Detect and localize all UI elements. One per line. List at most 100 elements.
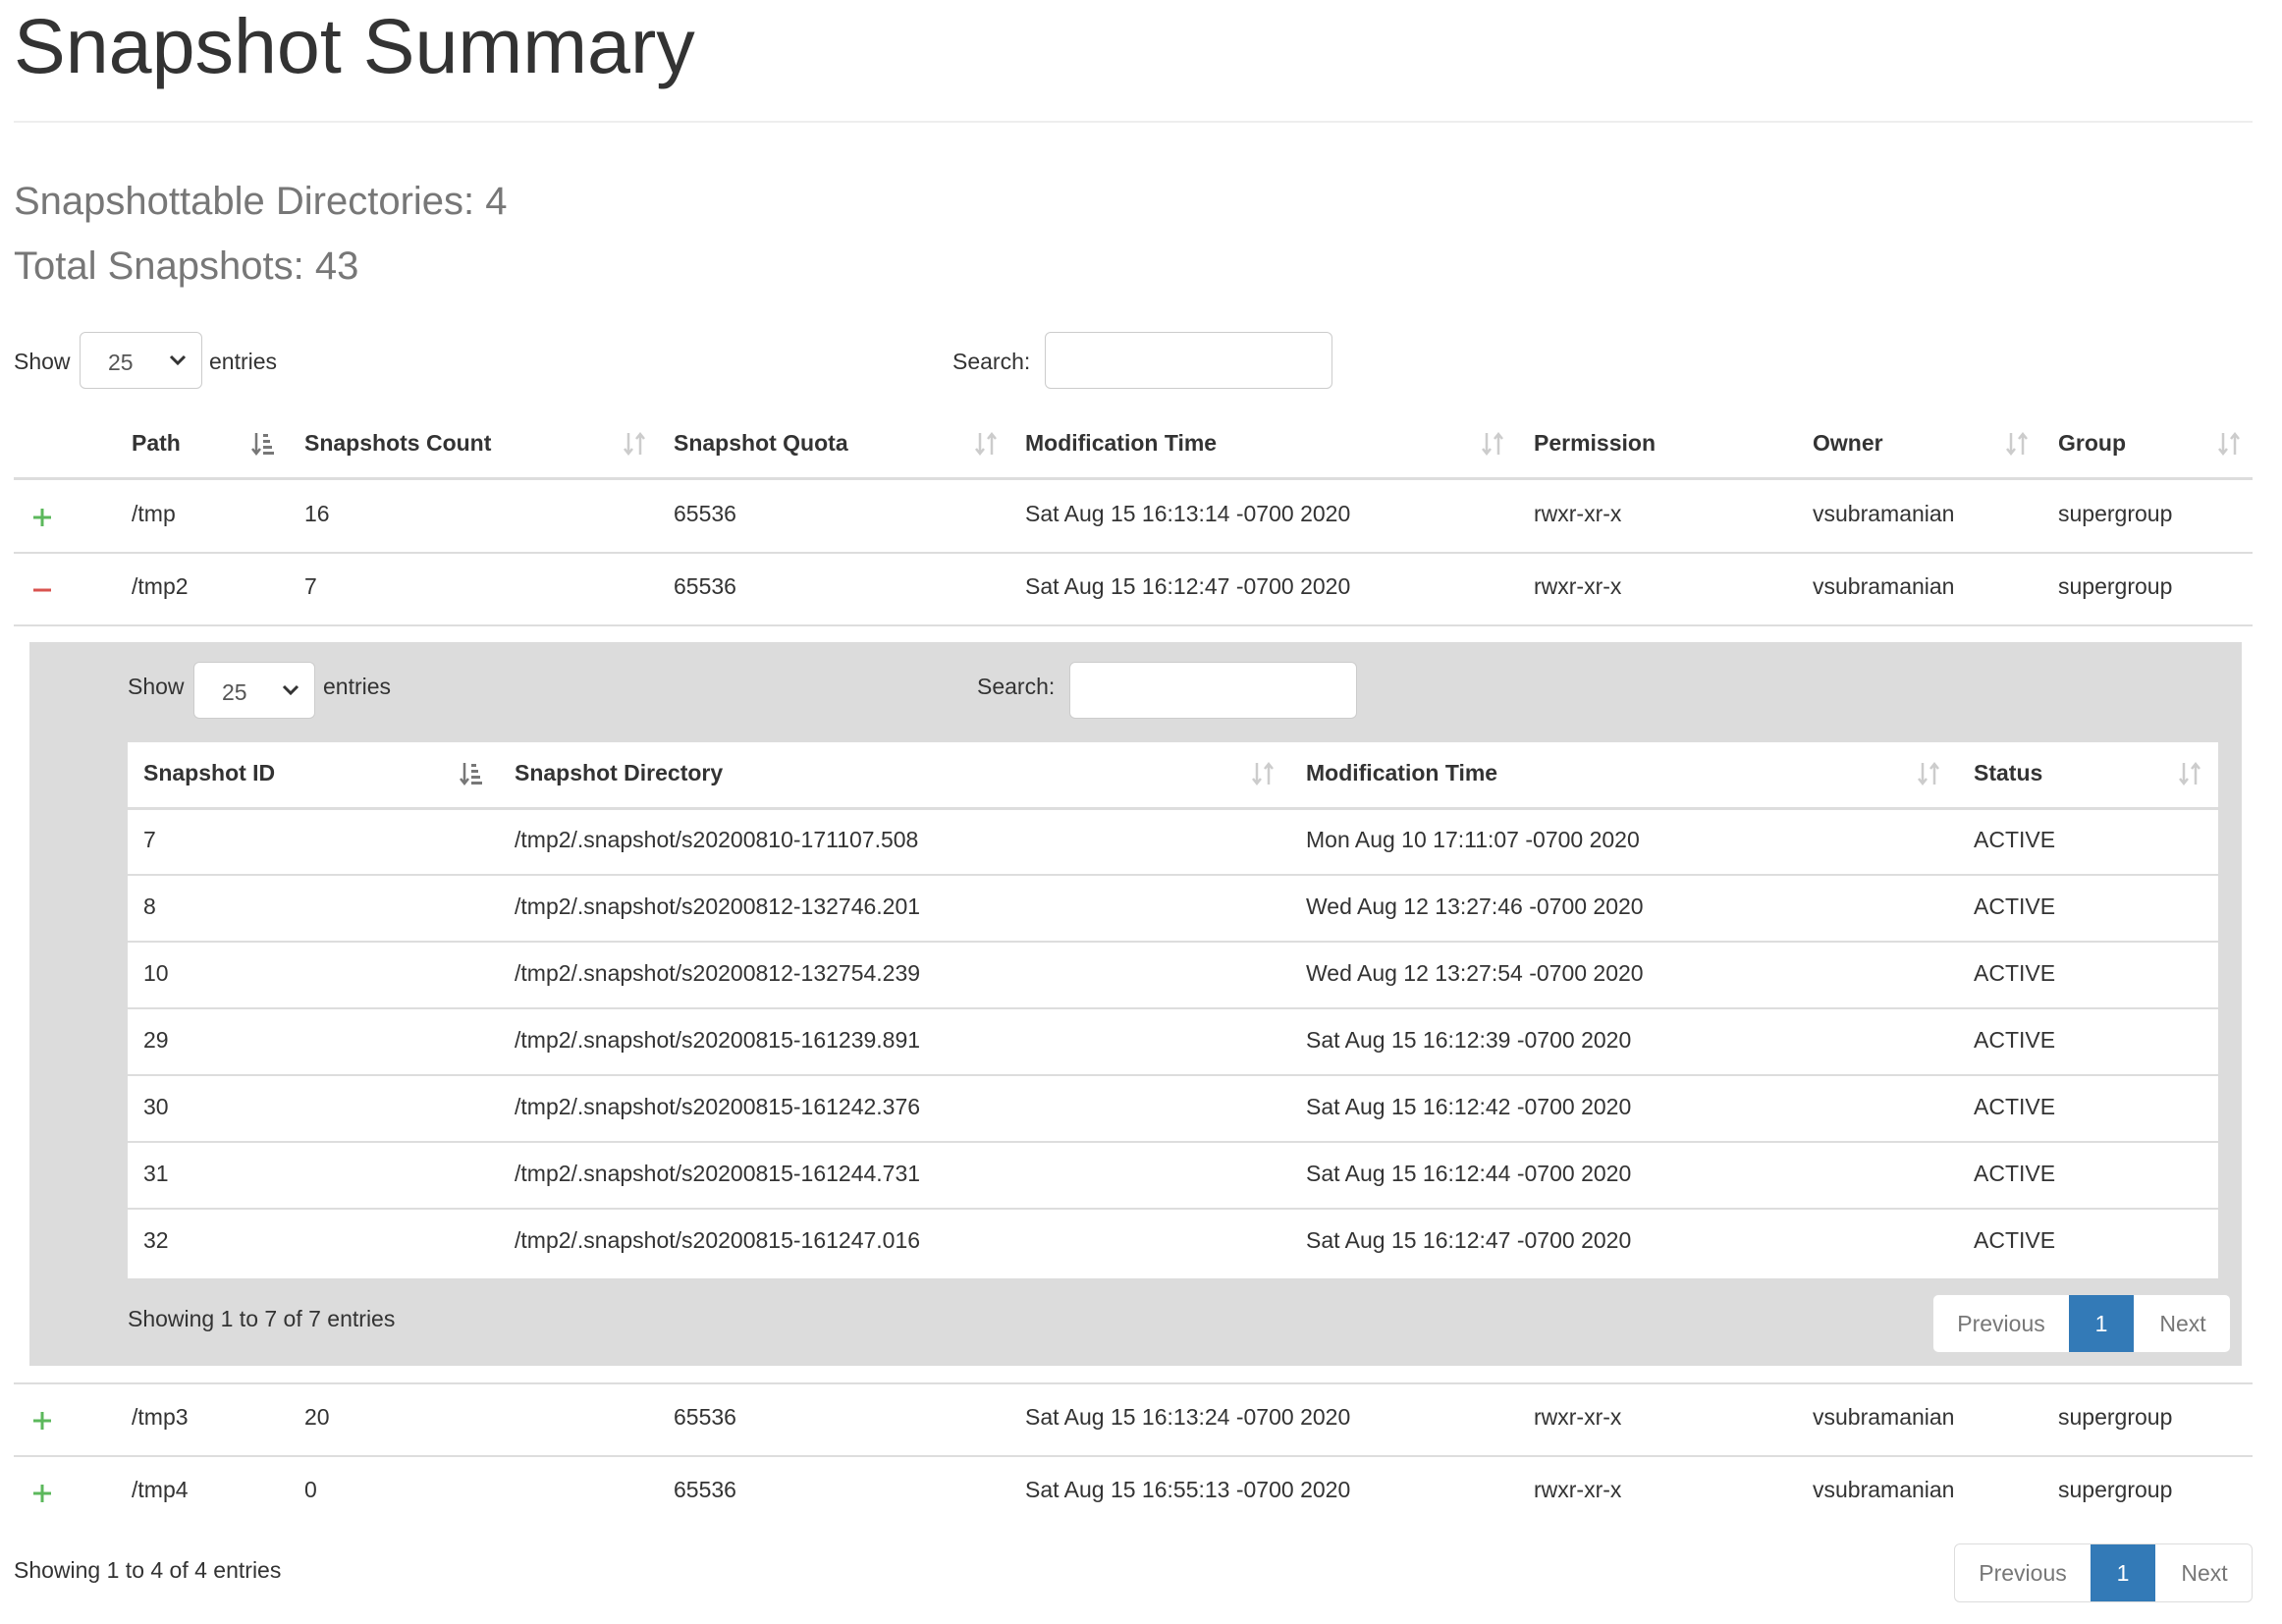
plus-icon[interactable]	[31, 1410, 53, 1432]
cell-modification-time: Sat Aug 15 16:12:47 -0700 2020	[1025, 573, 1351, 599]
page-title: Snapshot Summary	[14, 2, 695, 89]
cell-owner: vsubramanian	[1813, 573, 1955, 599]
cell-group: supergroup	[2058, 501, 2173, 526]
title-divider	[14, 121, 2253, 123]
search-input[interactable]	[1045, 332, 1332, 389]
cell-status: ACTIVE	[1974, 827, 2056, 852]
page-1-button[interactable]: 1	[2069, 1295, 2134, 1352]
row-divider	[128, 1074, 2218, 1076]
row-divider	[128, 1141, 2218, 1143]
previous-page-button[interactable]: Previous	[1979, 1560, 2067, 1586]
entries-select-value: 25	[222, 679, 247, 705]
column-header-status[interactable]: Status	[1974, 760, 2043, 785]
cell-modification-time: Sat Aug 15 16:12:39 -0700 2020	[1306, 1027, 1632, 1053]
cell-snapshot-directory: /tmp2/.snapshot/s20200810-171107.508	[515, 827, 919, 852]
column-header-snapshot-directory[interactable]: Snapshot Directory	[515, 760, 724, 785]
cell-snapshot-directory: /tmp2/.snapshot/s20200815-161242.376	[515, 1094, 921, 1119]
column-header-path[interactable]: Path	[132, 430, 181, 456]
cell-owner: vsubramanian	[1813, 501, 1955, 526]
cell-permission: rwxr-xr-x	[1534, 573, 1622, 599]
cell-snapshot-directory: /tmp2/.snapshot/s20200815-161244.731	[515, 1161, 921, 1186]
next-page-button[interactable]: Next	[2181, 1560, 2228, 1586]
entries-per-page-select[interactable]: 25	[193, 662, 315, 719]
cell-snapshots-count: 0	[304, 1477, 317, 1502]
column-header-group[interactable]: Group	[2058, 430, 2126, 456]
cell-path: /tmp3	[132, 1404, 189, 1430]
sort-arrows-icon[interactable]	[1249, 760, 1277, 787]
row-divider	[128, 1007, 2218, 1009]
cell-snapshot-quota: 65536	[674, 501, 736, 526]
sort-arrows-icon[interactable]	[972, 430, 1000, 458]
sort-arrows-icon[interactable]	[2003, 430, 2031, 458]
sort-asc-icon[interactable]	[458, 760, 485, 787]
outer-table-controls: Show 25 entries Search:	[14, 332, 1388, 391]
child-snapshot-table: Snapshot ID Snapshot Directory Modificat…	[128, 742, 2218, 1278]
cell-snapshot-id: 8	[143, 893, 156, 919]
plus-icon[interactable]	[31, 507, 53, 528]
cell-permission: rwxr-xr-x	[1534, 1404, 1622, 1430]
search-input[interactable]	[1069, 662, 1357, 719]
cell-group: supergroup	[2058, 1477, 2173, 1502]
cell-owner: vsubramanian	[1813, 1477, 1955, 1502]
show-label: Show	[14, 349, 71, 374]
cell-snapshot-directory: /tmp2/.snapshot/s20200812-132746.201	[515, 893, 921, 919]
child-snapshot-panel: Show 25 entries Search: Snapshot ID Snap…	[29, 642, 2242, 1366]
cell-path: /tmp	[132, 501, 176, 526]
row-divider	[14, 1382, 2253, 1384]
cell-snapshot-directory: /tmp2/.snapshot/s20200815-161239.891	[515, 1027, 921, 1053]
cell-modification-time: Sat Aug 15 16:12:42 -0700 2020	[1306, 1094, 1632, 1119]
column-header-snapshots-count[interactable]: Snapshots Count	[304, 430, 492, 456]
cell-snapshot-id: 7	[143, 827, 156, 852]
cell-status: ACTIVE	[1974, 893, 2056, 919]
cell-modification-time: Mon Aug 10 17:11:07 -0700 2020	[1306, 827, 1640, 852]
cell-snapshots-count: 7	[304, 573, 317, 599]
outer-pagination: Previous 1 Next	[1954, 1543, 2253, 1602]
next-page-button[interactable]: Next	[2159, 1311, 2206, 1336]
sort-arrows-icon[interactable]	[621, 430, 648, 458]
cell-snapshot-directory: /tmp2/.snapshot/s20200815-161247.016	[515, 1227, 921, 1253]
entries-label: entries	[323, 674, 392, 699]
cell-owner: vsubramanian	[1813, 1404, 1955, 1430]
column-header-snapshot-id[interactable]: Snapshot ID	[143, 760, 276, 785]
column-header-modification-time[interactable]: Modification Time	[1025, 430, 1218, 456]
total-snapshots-count: Total Snapshots: 43	[14, 244, 359, 288]
sort-arrows-icon[interactable]	[2176, 760, 2203, 787]
cell-snapshot-id: 10	[143, 960, 169, 986]
cell-status: ACTIVE	[1974, 960, 2056, 986]
cell-permission: rwxr-xr-x	[1534, 501, 1622, 526]
cell-status: ACTIVE	[1974, 1161, 2056, 1186]
sort-arrows-icon[interactable]	[2215, 430, 2243, 458]
cell-modification-time: Sat Aug 15 16:12:47 -0700 2020	[1306, 1227, 1632, 1253]
entries-select-value: 25	[108, 350, 134, 375]
header-divider	[14, 477, 2253, 480]
cell-status: ACTIVE	[1974, 1227, 2056, 1253]
column-header-permission[interactable]: Permission	[1534, 430, 1656, 456]
cell-path: /tmp2	[132, 573, 189, 599]
column-header-snapshot-quota[interactable]: Snapshot Quota	[674, 430, 848, 456]
sort-asc-icon[interactable]	[249, 430, 277, 458]
cell-modification-time: Sat Aug 15 16:12:44 -0700 2020	[1306, 1161, 1632, 1186]
search-label: Search:	[952, 349, 1031, 374]
cell-snapshots-count: 20	[304, 1404, 330, 1430]
row-divider	[14, 552, 2253, 554]
entries-per-page-select[interactable]: 25	[80, 332, 202, 389]
cell-modification-time: Sat Aug 15 16:13:14 -0700 2020	[1025, 501, 1351, 526]
sort-arrows-icon[interactable]	[1479, 430, 1506, 458]
minus-icon[interactable]	[31, 579, 53, 601]
cell-status: ACTIVE	[1974, 1094, 2056, 1119]
sort-arrows-icon[interactable]	[1915, 760, 1942, 787]
cell-snapshot-quota: 65536	[674, 1404, 736, 1430]
cell-group: supergroup	[2058, 573, 2173, 599]
column-header-modification-time[interactable]: Modification Time	[1306, 760, 1498, 785]
show-label: Show	[128, 674, 185, 699]
header-divider	[128, 807, 2218, 810]
previous-page-button[interactable]: Previous	[1957, 1311, 2045, 1336]
cell-status: ACTIVE	[1974, 1027, 2056, 1053]
page-1-button[interactable]: 1	[2091, 1544, 2155, 1601]
cell-group: supergroup	[2058, 1404, 2173, 1430]
column-header-owner[interactable]: Owner	[1813, 430, 1883, 456]
cell-snapshot-directory: /tmp2/.snapshot/s20200812-132754.239	[515, 960, 921, 986]
plus-icon[interactable]	[31, 1483, 53, 1504]
snapshottable-directories-count: Snapshottable Directories: 4	[14, 180, 508, 223]
cell-snapshot-id: 31	[143, 1161, 169, 1186]
